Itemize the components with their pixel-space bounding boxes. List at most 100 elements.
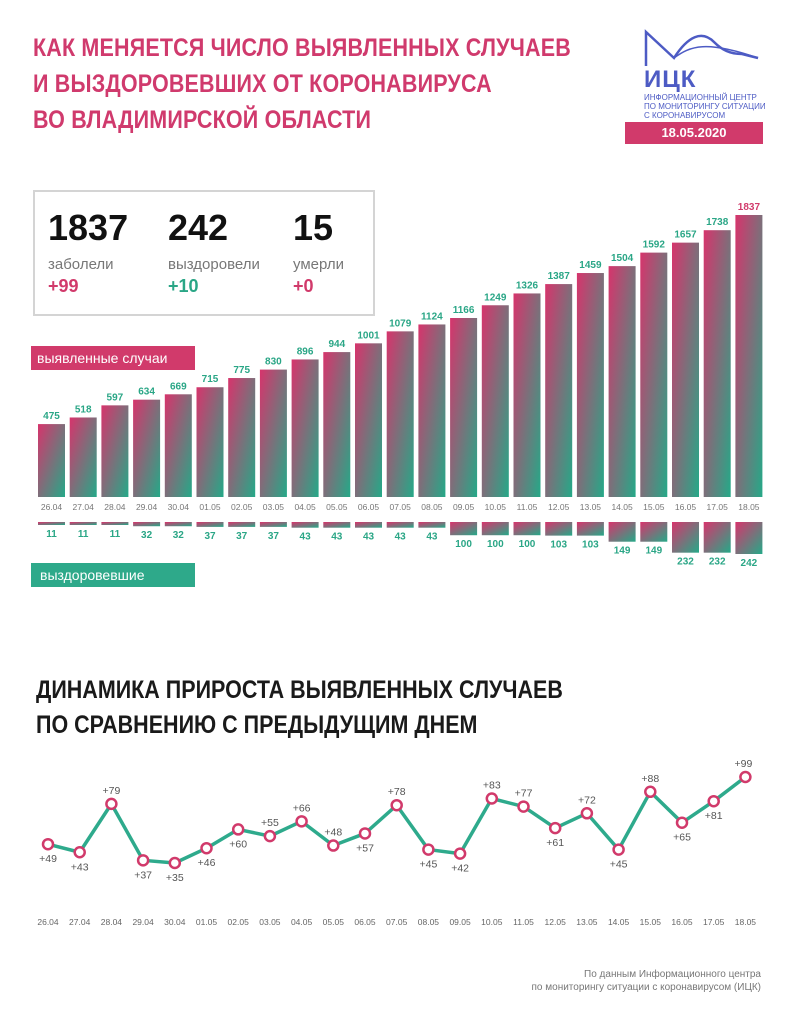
recovered-value-label: 232: [709, 557, 726, 568]
date-tick-label: 11.05: [513, 917, 534, 927]
case-bar: [513, 293, 541, 497]
recovered-bar: [672, 522, 699, 553]
stat-recovered: 242 выздоровели +10: [168, 206, 260, 297]
growth-value-label: +61: [546, 837, 564, 849]
date-tick-label: 08.05: [418, 917, 440, 927]
case-bar: [608, 266, 636, 497]
date-tick-label: 17.05: [703, 917, 725, 927]
growth-point: [644, 785, 657, 799]
recovered-value-label: 32: [141, 530, 153, 541]
recovered-bar: [38, 522, 65, 525]
growth-value-label: +88: [641, 773, 659, 785]
date-tick-label: 30.04: [168, 502, 190, 512]
label-recovered: выздоровевшие: [31, 563, 195, 587]
case-value-label: 944: [328, 339, 345, 350]
case-value-label: 1079: [389, 318, 412, 329]
case-value-label: 518: [75, 404, 92, 415]
date-tick-label: 26.04: [37, 917, 59, 927]
case-bar: [133, 399, 161, 497]
case-bar: [323, 352, 351, 497]
recovered-value-label: 43: [395, 532, 407, 543]
date-tick-label: 09.05: [453, 502, 475, 512]
stat-deaths-value: 15: [293, 207, 334, 248]
growth-point: [580, 807, 594, 820]
growth-point: [263, 829, 277, 843]
recovered-bar: [576, 522, 604, 536]
growth-title: ДИНАМИКА ПРИРОСТА ВЫЯВЛЕННЫХ СЛУЧАЕВ ПО …: [36, 673, 638, 743]
logo-subtitle: ИНФОРМАЦИОННЫЙ ЦЕНТР ПО МОНИТОРИНГУ СИТУ…: [644, 93, 774, 120]
case-bar: [545, 284, 573, 497]
date-tick-label: 26.04: [41, 502, 63, 512]
case-bar: [196, 387, 224, 497]
case-bar: [735, 215, 763, 497]
date-tick-label: 06.05: [354, 917, 376, 927]
case-value-label: 1166: [453, 305, 475, 316]
recovered-value-label: 11: [46, 529, 57, 540]
date-tick-label: 16.05: [671, 917, 693, 927]
growth-point: [739, 770, 752, 784]
growth-value-label: +81: [705, 810, 723, 822]
case-bar: [672, 242, 699, 497]
case-value-label: 1387: [548, 271, 571, 282]
growth-value-label: +83: [483, 780, 501, 792]
date-tick-label: 08.05: [421, 502, 443, 512]
recovered-bar: [164, 522, 192, 527]
growth-point: [517, 800, 530, 813]
growth-point: [200, 841, 213, 855]
growth-point: [295, 815, 308, 828]
stat-cases-label: заболели: [48, 256, 114, 273]
case-value-label: 1657: [674, 230, 697, 241]
growth-point: [453, 847, 467, 860]
date-tick-label: 02.05: [228, 917, 250, 927]
label-cases: выявленные случаи: [31, 346, 195, 370]
date-tick-label: 05.05: [326, 502, 348, 512]
case-bar: [291, 359, 319, 497]
case-bar: [259, 369, 287, 497]
recovered-value-label: 100: [519, 539, 536, 550]
recovered-value-label: 11: [78, 529, 89, 540]
recovered-value-label: 32: [173, 530, 185, 541]
growth-point: [612, 843, 625, 856]
recovered-bar: [323, 522, 351, 528]
source-note: По данным Информационного центра по мони…: [532, 968, 762, 994]
case-bar: [481, 305, 509, 497]
date-tick-label: 10.05: [485, 502, 507, 512]
date-tick-label: 28.04: [101, 917, 123, 927]
recovered-value-label: 43: [331, 532, 343, 543]
logo-subtitle-line-1: ИНФОРМАЦИОННЫЙ ЦЕНТР: [644, 93, 757, 102]
recovered-value-label: 103: [582, 540, 599, 551]
recovered-bar: [101, 522, 129, 525]
growth-value-label: +48: [324, 827, 342, 839]
stat-recovered-value: 242: [168, 207, 229, 248]
growth-value-label: +79: [102, 785, 120, 797]
case-bar: [418, 324, 446, 497]
growth-value-label: +42: [451, 863, 469, 875]
summary-box: 1837 заболели +99 242 выздоровели +10 15…: [33, 190, 375, 316]
date-tick-label: 02.05: [231, 502, 253, 512]
growth-point: [422, 843, 435, 856]
date-tick-label: 01.05: [196, 917, 218, 927]
recovered-value-label: 43: [363, 532, 375, 543]
recovered-bar: [355, 522, 382, 528]
recovered-value-label: 43: [300, 532, 312, 543]
date-tick-label: 29.04: [132, 917, 154, 927]
case-value-label: 597: [107, 392, 124, 403]
date-tick-label: 13.05: [576, 917, 598, 927]
date-tick-label: 04.05: [291, 917, 313, 927]
recovered-value-label: 149: [614, 546, 631, 557]
date-tick-label: 13.05: [580, 502, 602, 512]
case-bar: [101, 405, 129, 497]
case-value-label: 475: [43, 411, 60, 422]
date-badge: 18.05.2020: [625, 122, 763, 144]
case-bar: [386, 331, 414, 497]
date-tick-label: 29.04: [136, 502, 158, 512]
case-value-label: 1504: [611, 253, 634, 264]
date-tick-label: 18.05: [738, 502, 760, 512]
date-tick-label: 03.05: [259, 917, 281, 927]
growth-point: [707, 794, 720, 808]
stat-deaths-label: умерли: [293, 256, 344, 273]
growth-point: [358, 827, 372, 840]
growth-value-label: +78: [388, 786, 406, 798]
growth-value-label: +35: [166, 872, 184, 884]
